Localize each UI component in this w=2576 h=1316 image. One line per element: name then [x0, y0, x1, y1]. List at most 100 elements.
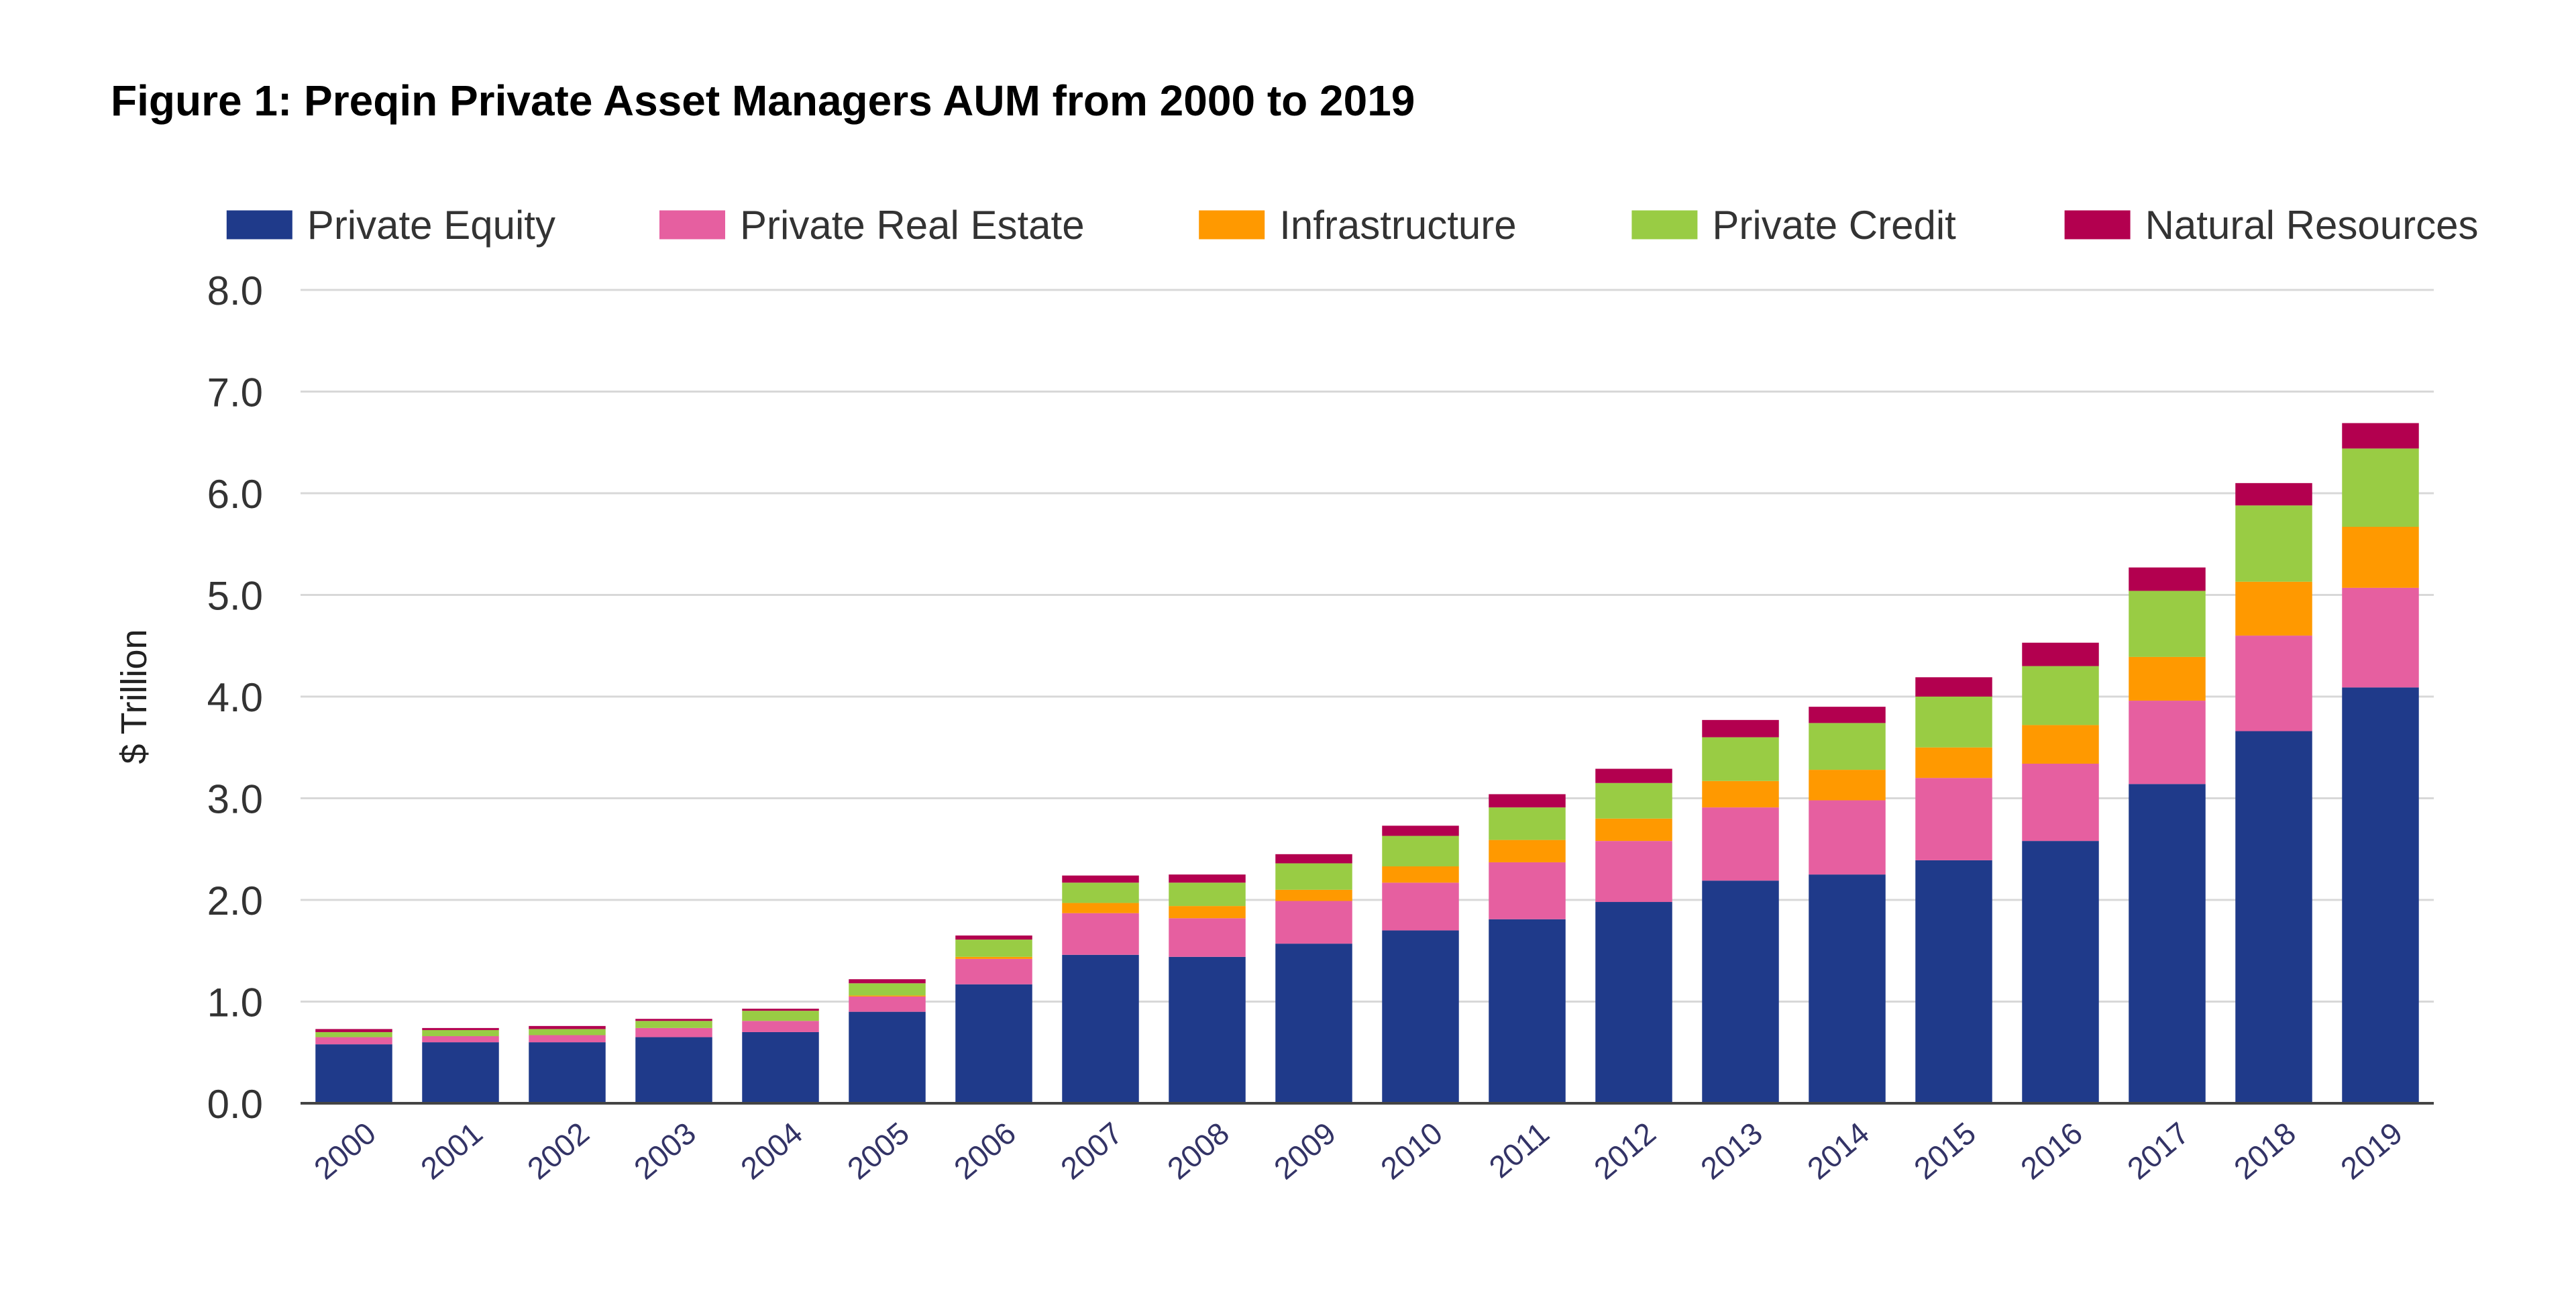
- bar-segment: [1275, 854, 1352, 864]
- bar-segment: [2022, 642, 2099, 666]
- bar-segment: [2235, 636, 2312, 731]
- bar-segment: [315, 1037, 392, 1045]
- bar-stack-2016: [2022, 642, 2099, 1103]
- bar-segment: [1169, 918, 1246, 957]
- x-tick-label: 2007: [1054, 1115, 1129, 1186]
- x-tick-label: 2012: [1587, 1115, 1662, 1186]
- bar-stack-2003: [635, 1019, 712, 1103]
- x-tick-label: 2014: [1801, 1115, 1876, 1186]
- legend-item: Infrastructure: [1199, 203, 1517, 248]
- bar-segment: [1169, 906, 1246, 919]
- bar-stack-2014: [1809, 707, 1886, 1103]
- legend-swatch: [659, 210, 725, 240]
- bar-segment: [849, 995, 926, 997]
- bar-segment: [1062, 903, 1139, 913]
- bar-segment: [1062, 913, 1139, 955]
- bar-segment: [2129, 701, 2206, 784]
- y-tick-label: 2.0: [207, 878, 263, 923]
- bar-stack-2004: [742, 1009, 819, 1103]
- bar-segment: [1595, 818, 1672, 842]
- y-tick-label: 5.0: [207, 574, 263, 619]
- x-tick-label: 2010: [1374, 1115, 1449, 1186]
- bar-segment: [2235, 731, 2312, 1103]
- bar-segment: [1062, 875, 1139, 883]
- bar-segment: [1062, 954, 1139, 1103]
- bar-segment: [1169, 882, 1246, 907]
- bar-segment: [1489, 807, 1566, 840]
- bar-segment: [529, 1042, 606, 1103]
- bar-segment: [1275, 863, 1352, 890]
- legend-item: Natural Resources: [2064, 203, 2479, 248]
- y-tick-label: 1.0: [207, 980, 263, 1025]
- bar-segment: [2342, 423, 2419, 449]
- bar-segment: [1595, 768, 1672, 783]
- bar-segment: [529, 1029, 606, 1035]
- legend-item: Private Real Estate: [659, 203, 1085, 248]
- bar-segment: [849, 996, 926, 1012]
- legend-item: Private Credit: [1631, 203, 1956, 248]
- legend-label: Infrastructure: [1279, 203, 1516, 248]
- bar-segment: [1915, 677, 1992, 697]
- bar-segment: [2235, 505, 2312, 582]
- x-tick-label: 2015: [1907, 1115, 1982, 1186]
- bar-segment: [2022, 725, 2099, 764]
- bar-segment: [849, 983, 926, 996]
- bar-stack-2017: [2129, 567, 2206, 1103]
- bar-segment: [1595, 782, 1672, 819]
- bar-segment: [1809, 707, 1886, 723]
- bar-segment: [422, 1029, 499, 1037]
- x-tick-label: 2008: [1161, 1115, 1236, 1186]
- bar-stack-2019: [2342, 423, 2419, 1103]
- bar-segment: [1915, 697, 1992, 748]
- bar-segment: [1915, 860, 1992, 1103]
- x-axis-ticks: 2000 2001 2002 2003 2004 2005 2006 2007 2008 2009…: [307, 1115, 2409, 1186]
- y-tick-label: 4.0: [207, 675, 263, 720]
- bar-segment: [2342, 687, 2419, 1103]
- bar-segment: [1489, 919, 1566, 1103]
- bar-segment: [2342, 448, 2419, 527]
- x-tick-label: 2005: [841, 1115, 916, 1186]
- bar-segment: [2235, 483, 2312, 506]
- y-axis-label: $ Trillion: [114, 629, 154, 764]
- y-tick-label: 6.0: [207, 472, 263, 517]
- bar-segment: [1595, 902, 1672, 1103]
- legend-label: Private Real Estate: [740, 203, 1085, 248]
- bar-segment: [1489, 840, 1566, 862]
- bar-segment: [1595, 841, 1672, 903]
- x-tick-label: 2017: [2121, 1115, 2196, 1186]
- bar-stack-2000: [315, 1029, 392, 1103]
- bar-segment: [1489, 862, 1566, 919]
- bar-segment: [1915, 747, 1992, 778]
- bar-segment: [2342, 526, 2419, 588]
- bar-stack-2005: [849, 979, 926, 1103]
- bar-segment: [635, 1037, 712, 1103]
- legend-swatch: [1199, 210, 1265, 240]
- bar-segment: [1275, 901, 1352, 944]
- legend-label: Natural Resources: [2145, 203, 2479, 248]
- legend-swatch: [2064, 210, 2131, 240]
- bar-segment: [2129, 567, 2206, 591]
- bar-stack-2011: [1489, 794, 1566, 1103]
- bar-stack-2010: [1382, 825, 1459, 1103]
- x-tick-label: 2011: [1483, 1115, 1556, 1184]
- bar-segment: [1702, 780, 1779, 808]
- bar-stack-2006: [955, 935, 1032, 1103]
- bar-stack-2018: [2235, 483, 2312, 1103]
- bar-segment: [1382, 836, 1459, 867]
- bar-stack-2008: [1169, 874, 1246, 1103]
- bar-segment: [315, 1031, 392, 1037]
- bar-segment: [1702, 807, 1779, 881]
- legend-label: Private Credit: [1712, 203, 1956, 248]
- x-tick-label: 2019: [2334, 1115, 2409, 1186]
- bar-segment: [849, 1011, 926, 1103]
- bar-segment: [422, 1036, 499, 1043]
- bar-segment: [635, 1021, 712, 1028]
- bar-segment: [1809, 874, 1886, 1103]
- x-tick-label: 2006: [947, 1115, 1022, 1186]
- chart-title: Figure 1: Preqin Private Asset Managers …: [111, 77, 1415, 125]
- bar-segment: [2235, 581, 2312, 636]
- x-tick-label: 2013: [1694, 1115, 1769, 1186]
- bar-segment: [2129, 656, 2206, 701]
- bar-segment: [1702, 880, 1779, 1103]
- bar-segment: [2022, 841, 2099, 1103]
